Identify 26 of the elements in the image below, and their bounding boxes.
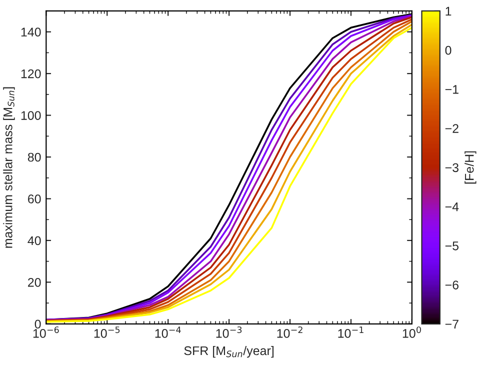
x-axis-title: SFR [M$_{Sun}$/year] bbox=[184, 346, 274, 358]
color-bar-label: −6 bbox=[445, 280, 458, 290]
x-tick-label: 10$^{−4}$ bbox=[155, 326, 181, 338]
y-tick-label: 60 bbox=[28, 194, 41, 204]
y-tick-label: 100 bbox=[21, 111, 41, 120]
y-tick-label: 20 bbox=[28, 278, 41, 287]
color-bar-title: [Fe/H] bbox=[464, 151, 476, 184]
y-tick-label: 80 bbox=[28, 152, 41, 162]
color-bar-label: −7 bbox=[445, 320, 458, 328]
x-tick-label: 10$^{0}$ bbox=[402, 326, 421, 338]
color-bar-label: 1 bbox=[446, 6, 452, 16]
x-tick-label: 10$^{−2}$ bbox=[277, 326, 302, 338]
y-axis-title: maximum stellar mass [M$_{Sun}$] bbox=[3, 87, 15, 248]
color-bar-label: −1 bbox=[445, 85, 458, 94]
color-bar-label: −3 bbox=[445, 163, 458, 172]
color-bar-label: −5 bbox=[445, 242, 459, 250]
y-tick-label: 120 bbox=[21, 69, 41, 78]
x-tick-label: 10$^{−3}$ bbox=[216, 326, 242, 338]
y-tick-label: 0 bbox=[34, 320, 41, 329]
y-tick-label: 40 bbox=[28, 236, 41, 246]
color-bar-label: −4 bbox=[445, 202, 459, 212]
x-tick-label: 10$^{−1}$ bbox=[338, 326, 364, 338]
x-tick-label: 10$^{−5}$ bbox=[94, 326, 120, 338]
color-bar-label: 0 bbox=[445, 46, 452, 55]
color-bar-label: −2 bbox=[445, 124, 458, 133]
y-tick-label: 140 bbox=[21, 28, 41, 36]
